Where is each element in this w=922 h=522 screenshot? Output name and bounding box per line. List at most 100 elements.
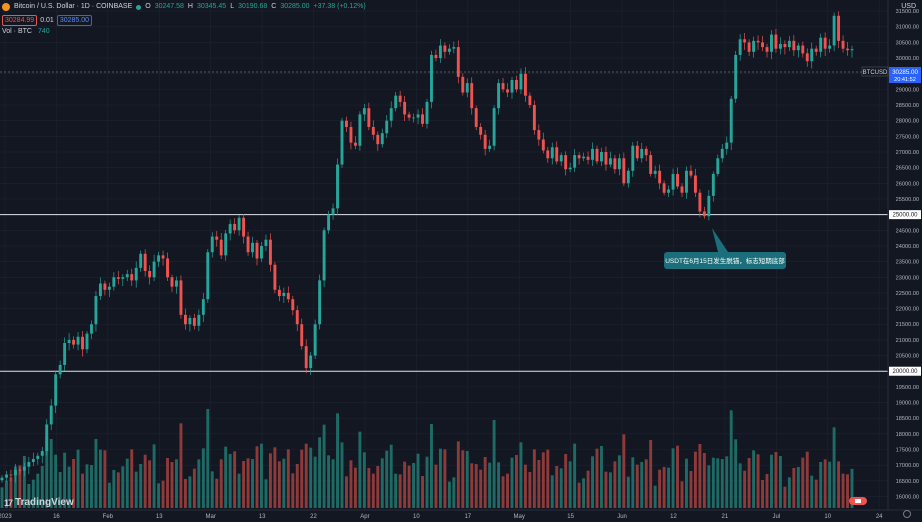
candle-body xyxy=(725,142,729,149)
price-axis[interactable] xyxy=(888,0,922,510)
candle-body xyxy=(161,255,165,259)
candle-body xyxy=(443,45,447,52)
candle-body xyxy=(635,145,639,159)
candle-body xyxy=(125,274,129,278)
candle-body xyxy=(765,47,769,52)
volume-bar xyxy=(501,476,505,508)
volume-bar xyxy=(152,444,156,508)
volume-bar xyxy=(761,480,764,508)
volume-bar xyxy=(743,470,747,508)
volume-bar xyxy=(201,448,205,508)
candle-body xyxy=(810,48,814,62)
volume-bar xyxy=(358,431,362,508)
volume-bar xyxy=(13,466,17,508)
candle-body xyxy=(336,164,339,209)
candle-body xyxy=(653,170,657,174)
price-tick-label: 19500.00 xyxy=(896,385,919,391)
volume-bar xyxy=(412,463,416,508)
symbol-title[interactable]: Bitcoin / U.S. Dollar · 1D · COINBASE xyxy=(14,3,133,10)
volume-bar xyxy=(792,468,796,508)
volume-bar xyxy=(394,473,398,508)
candle-body xyxy=(291,299,295,311)
volume-bar xyxy=(18,465,22,508)
horizontal-line-tag xyxy=(889,210,921,220)
last-price-value: 30285.00 xyxy=(892,69,918,76)
volume-bar xyxy=(371,473,375,508)
time-tick-label: 16 xyxy=(53,514,60,520)
volume-bar xyxy=(336,413,339,508)
candle-body xyxy=(0,477,4,481)
candle-body xyxy=(90,324,93,334)
volume-bar xyxy=(233,451,237,508)
volume-bar xyxy=(474,464,478,508)
candle-body xyxy=(179,280,183,315)
price-candles[interactable] xyxy=(0,11,854,483)
candle-body xyxy=(425,101,429,124)
horizontal-price-lines[interactable] xyxy=(0,214,888,372)
buy-button[interactable]: 30285.00 xyxy=(56,15,93,26)
candle-body xyxy=(385,120,389,134)
candle-body xyxy=(479,126,483,135)
annotation-callout[interactable]: USDT在6月15日发生脱锚，标志短期底部 xyxy=(664,228,786,269)
candle-body xyxy=(698,192,702,212)
time-tick-label: 10 xyxy=(824,514,831,520)
volume-bar xyxy=(626,476,630,508)
price-tick-label: 28500.00 xyxy=(896,103,919,109)
candle-body xyxy=(837,15,841,41)
candle-body xyxy=(801,45,805,54)
candle-body xyxy=(322,230,326,281)
candle-body xyxy=(465,83,469,93)
volume-bar xyxy=(564,454,568,508)
volume-bar xyxy=(523,464,527,508)
candle-body xyxy=(832,15,836,46)
volume-bar xyxy=(640,462,644,508)
volume-bar xyxy=(376,466,380,508)
volume-bar xyxy=(676,445,679,508)
volume-bar xyxy=(367,468,371,508)
candle-body xyxy=(604,152,608,165)
volume-bar xyxy=(778,456,782,508)
candle-body xyxy=(228,224,232,234)
candle-body xyxy=(103,283,107,290)
price-tick-label: 29000.00 xyxy=(896,87,919,93)
volume-legend[interactable]: Vol · BTC 740 xyxy=(2,28,50,35)
price-tick-label: 24000.00 xyxy=(896,244,919,250)
volume-bar xyxy=(456,441,460,508)
volume-bar xyxy=(631,457,635,508)
price-tick-label: 30000.00 xyxy=(896,56,919,62)
candle-body xyxy=(828,45,832,49)
callout-pointer xyxy=(712,228,728,252)
volume-bar xyxy=(787,477,791,508)
volume-bar xyxy=(595,448,599,508)
candle-body xyxy=(676,173,679,187)
volume-bar xyxy=(81,473,84,508)
volume-bar xyxy=(702,453,706,508)
sell-button[interactable]: 30284.99 xyxy=(2,15,38,26)
candle-body xyxy=(49,405,53,425)
candle-body xyxy=(67,339,71,344)
volume-bar xyxy=(27,484,31,508)
candle-body xyxy=(796,45,800,51)
price-tick-label: 17500.00 xyxy=(896,448,919,454)
time-axis[interactable] xyxy=(0,510,922,522)
candle-body xyxy=(157,255,161,262)
time-tick-label: 22 xyxy=(310,514,317,520)
volume-bar xyxy=(734,439,738,508)
volume-bar xyxy=(546,449,550,508)
price-tick-label: 27000.00 xyxy=(896,150,919,156)
volume-bar xyxy=(0,487,4,508)
volume-bar xyxy=(774,452,778,508)
volume-bars xyxy=(0,409,854,508)
candle-body xyxy=(416,114,420,118)
volume-bar xyxy=(711,457,715,508)
settings-gear-icon[interactable] xyxy=(903,510,911,518)
symbol-price-tag xyxy=(861,66,889,77)
candle-body xyxy=(523,73,527,96)
volume-bar xyxy=(327,455,331,508)
candle-body xyxy=(215,236,219,240)
candle-body xyxy=(461,76,465,93)
currency-label[interactable]: USD xyxy=(901,3,916,10)
volume-bar xyxy=(770,454,773,508)
